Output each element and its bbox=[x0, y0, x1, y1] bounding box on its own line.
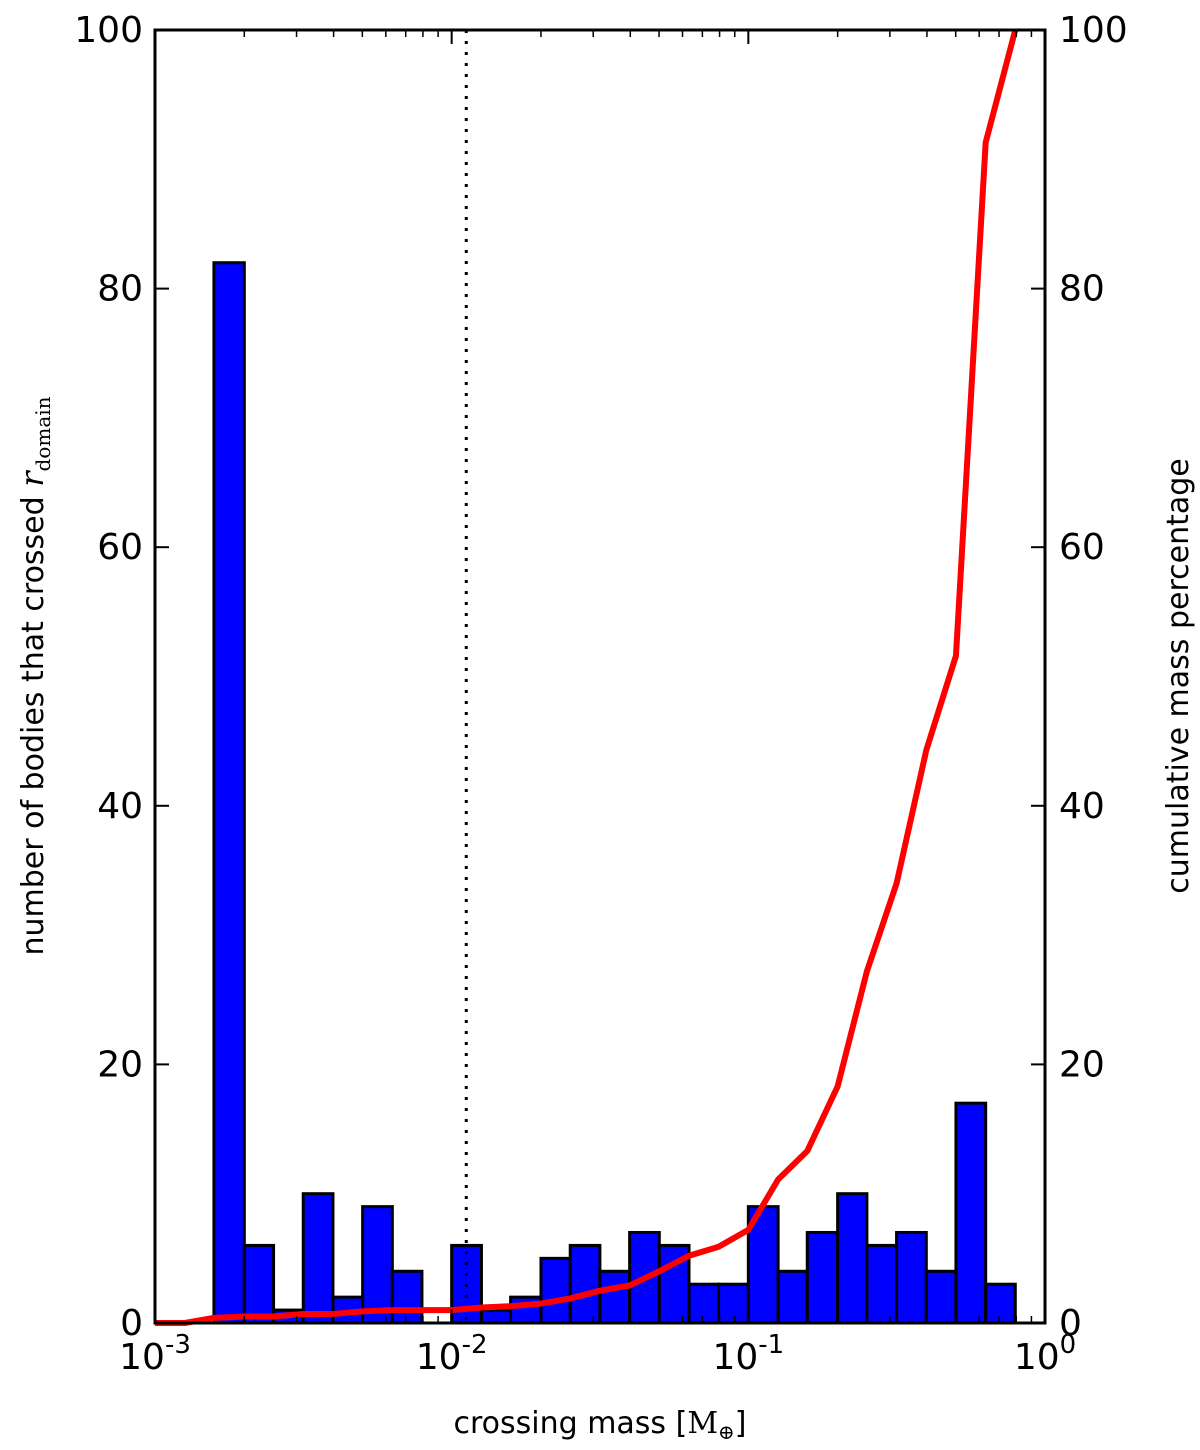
y-right-tick-label: 60 bbox=[1059, 527, 1105, 568]
y-right-tick-label: 40 bbox=[1059, 786, 1105, 827]
histogram-bar bbox=[390, 1269, 424, 1325]
histogram-bar bbox=[539, 1256, 572, 1325]
histogram-bar bbox=[776, 1269, 809, 1325]
x-tick-label: 10-1 bbox=[712, 1330, 784, 1378]
histogram-bar bbox=[598, 1269, 632, 1325]
histogram-bar bbox=[805, 1230, 840, 1325]
y-axis-right-title: cumulative mass percentage bbox=[1161, 458, 1196, 894]
y-left-tick-label: 20 bbox=[97, 1044, 143, 1085]
y-left-tick-label: 100 bbox=[74, 10, 143, 51]
histogram-bar bbox=[301, 1192, 335, 1325]
y-right-tick-label: 0 bbox=[1059, 1303, 1082, 1344]
histogram-bar bbox=[865, 1243, 899, 1325]
y-axis-left-title: number of bodies that crossed rdomain bbox=[13, 396, 55, 955]
histogram-bar bbox=[836, 1192, 869, 1325]
y-right-tick-label: 20 bbox=[1059, 1044, 1105, 1085]
x-tick-label: 10-2 bbox=[416, 1330, 488, 1378]
histogram-bar bbox=[895, 1230, 928, 1325]
y-right-tick-label: 100 bbox=[1059, 10, 1128, 51]
plot-frame bbox=[153, 28, 1047, 1325]
histogram-bar bbox=[924, 1269, 958, 1325]
histogram-bar bbox=[361, 1205, 394, 1325]
cumulative-mass-line bbox=[155, 29, 1019, 1326]
y-left-tick-label: 0 bbox=[120, 1303, 143, 1344]
histogram-bars bbox=[212, 261, 1017, 1325]
x-axis-title: crossing mass [M⊕] bbox=[453, 1406, 746, 1444]
histogram-bar bbox=[568, 1243, 602, 1325]
y-right-tick-label: 80 bbox=[1059, 269, 1105, 310]
histogram-bar bbox=[212, 261, 246, 1325]
histogram-bar bbox=[242, 1243, 276, 1325]
y-left-tick-label: 60 bbox=[97, 527, 143, 568]
y-left-tick-label: 80 bbox=[97, 269, 143, 310]
histogram-bar bbox=[984, 1282, 1017, 1325]
axis-ticks bbox=[154, 29, 1046, 1324]
y-left-tick-label: 40 bbox=[97, 786, 143, 827]
histogram-bar bbox=[479, 1308, 513, 1325]
histogram-bar bbox=[687, 1282, 721, 1325]
histogram-bar bbox=[954, 1101, 988, 1325]
x-tick-label: 100 bbox=[1014, 1330, 1076, 1378]
x-tick-label: 10-3 bbox=[119, 1330, 191, 1378]
histogram-bar bbox=[717, 1282, 750, 1325]
